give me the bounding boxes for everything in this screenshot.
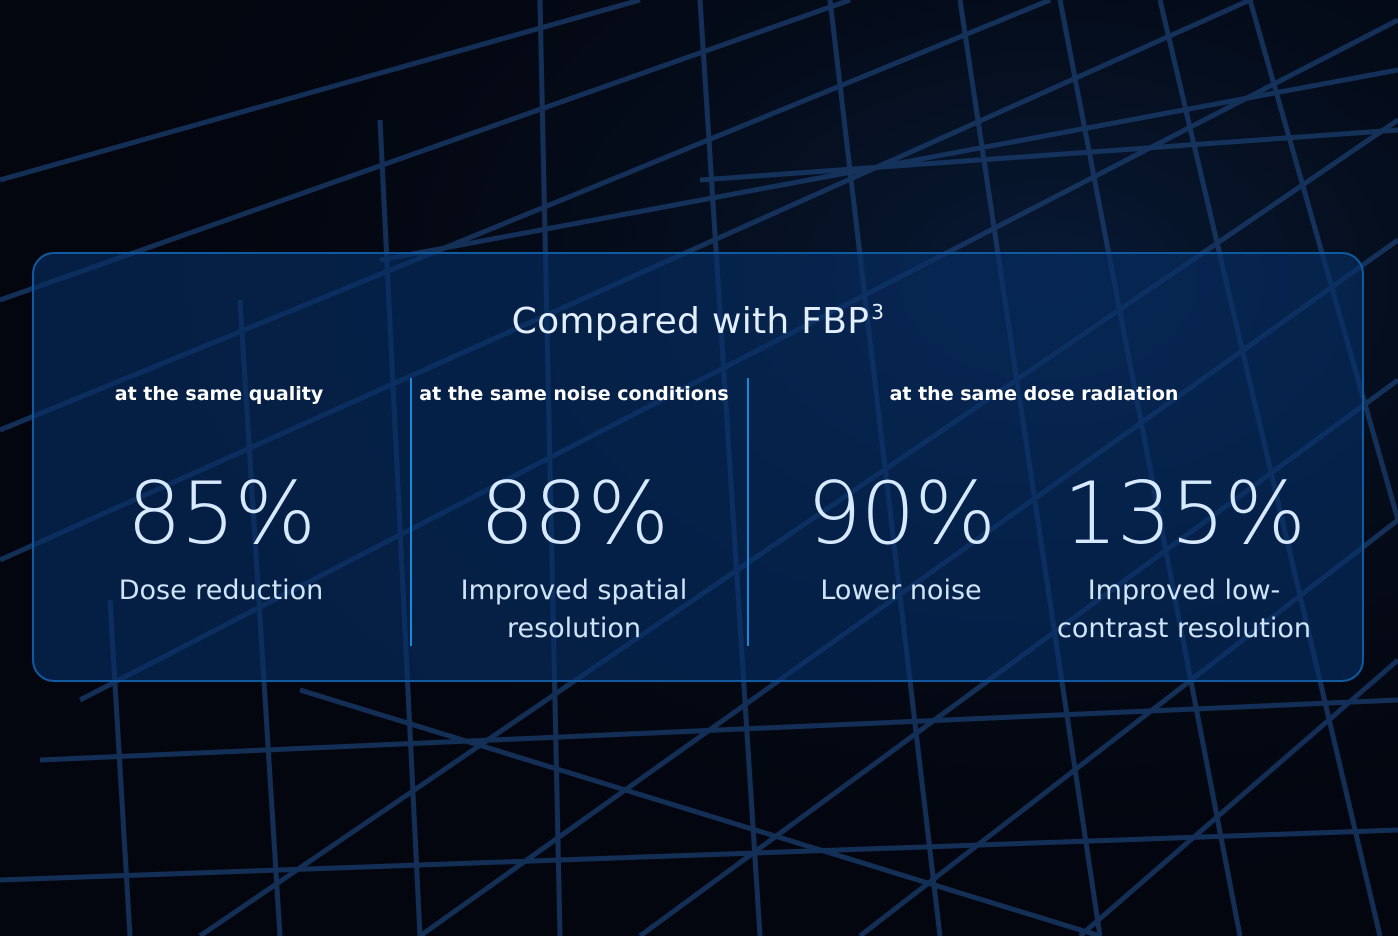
stat-value: 135% <box>1063 464 1306 564</box>
stat-dose-reduction: 85% Dose reduction <box>76 466 366 610</box>
panel-title-text: Compared with FBP <box>511 301 870 342</box>
group-header-same-quality: at the same quality <box>114 383 324 405</box>
stat-value: 88% <box>479 464 669 564</box>
column-divider <box>410 378 412 646</box>
stat-label: Improved low-contrast resolution <box>1057 575 1311 644</box>
group-header-same-dose: at the same dose radiation <box>889 383 1179 405</box>
stat-value: 90% <box>806 464 996 564</box>
stat-low-contrast-resolution: 135% Improved low-contrast resolution <box>1034 466 1334 648</box>
stat-label: Dose reduction <box>118 575 324 606</box>
comparison-panel: Compared with FBP 3 at the same quality a… <box>32 252 1364 682</box>
stat-value: 85% <box>126 464 316 564</box>
stat-lower-noise: 90% Lower noise <box>756 466 1046 610</box>
panel-title: Compared with FBP 3 <box>34 290 1362 344</box>
stat-label: Lower noise <box>820 575 982 606</box>
panel-title-superscript: 3 <box>871 300 885 324</box>
group-header-same-noise: at the same noise conditions <box>419 383 729 405</box>
column-divider <box>747 378 749 646</box>
stat-label: Improved spatial resolution <box>460 575 688 644</box>
stat-spatial-resolution: 88% Improved spatial resolution <box>429 466 719 648</box>
